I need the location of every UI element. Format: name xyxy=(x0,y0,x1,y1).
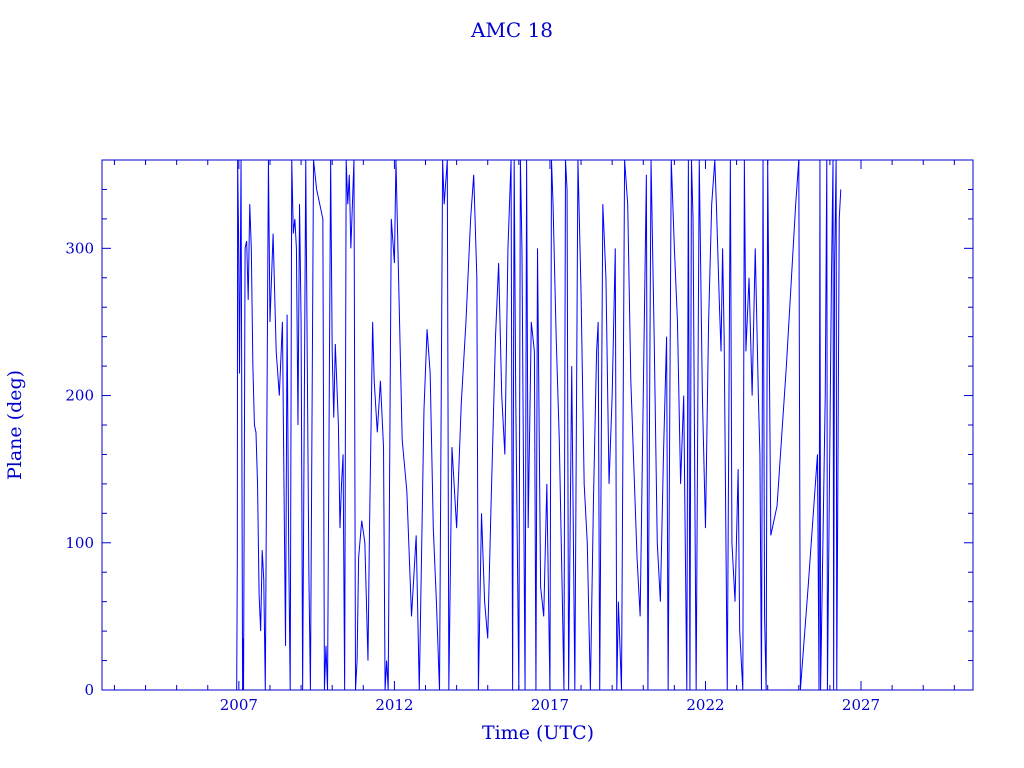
series-layer xyxy=(236,160,842,690)
axes-layer xyxy=(101,159,974,691)
y-tick-label: 200 xyxy=(65,387,94,405)
x-tick-label: 2017 xyxy=(531,696,569,714)
y-tick-label: 300 xyxy=(65,239,94,257)
tick-layer: 2007 2012 2017 2022 2027 0 100 200 300 xyxy=(65,159,973,714)
y-axis-label: Plane (deg) xyxy=(4,370,26,480)
series-line-1 xyxy=(236,160,842,690)
x-axis-label: Time (UTC) xyxy=(482,722,594,744)
plot-frame xyxy=(101,159,974,691)
x-tick-label: 2012 xyxy=(375,696,413,714)
y-tick-label: 0 xyxy=(84,681,94,699)
x-tick-label: 2027 xyxy=(842,696,880,714)
x-tick-label: 2022 xyxy=(686,696,724,714)
y-tick-label: 100 xyxy=(65,534,94,552)
x-tick-label: 2007 xyxy=(220,696,258,714)
chart-title: AMC 18 xyxy=(470,18,553,42)
